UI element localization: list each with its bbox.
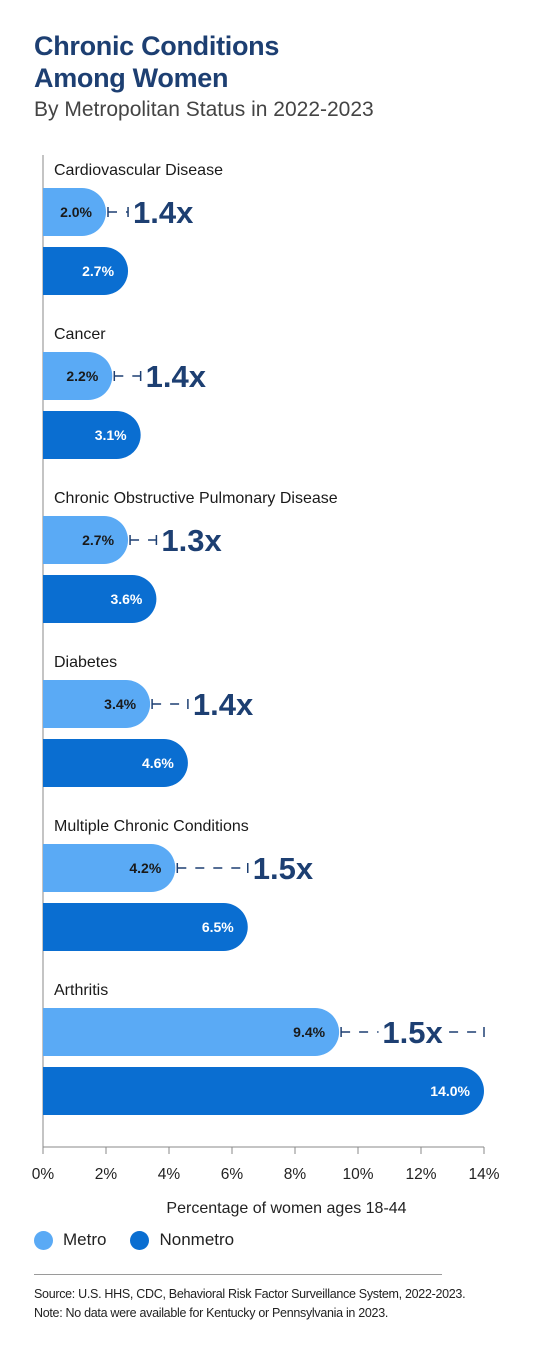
chart-subtitle: By Metropolitan Status in 2022-2023	[34, 98, 374, 121]
footnote-divider	[34, 1274, 442, 1275]
x-tick-label: 6%	[221, 1166, 244, 1183]
data-label-nonmetro: 3.1%	[95, 427, 127, 443]
bar-metro	[43, 516, 129, 564]
footnotes: Source: U.S. HHS, CDC, Behavioral Risk F…	[34, 1285, 466, 1323]
data-label-metro: 2.0%	[60, 204, 92, 220]
chart-title: Chronic Conditions Among Women	[34, 30, 279, 94]
category-label: Cardiovascular Disease	[54, 162, 223, 179]
category-label: Chronic Obstructive Pulmonary Disease	[54, 490, 338, 507]
bar-nonmetro	[43, 247, 129, 295]
bar-nonmetro	[43, 1067, 484, 1115]
source-note: Source: U.S. HHS, CDC, Behavioral Risk F…	[34, 1287, 466, 1301]
bar-metro	[43, 352, 113, 400]
x-tick-label: 4%	[158, 1166, 181, 1183]
legend-swatch-metro	[34, 1230, 53, 1250]
ratio-label: 1.5x	[253, 851, 314, 886]
bar-nonmetro	[43, 411, 141, 459]
x-tick-label: 8%	[284, 1166, 307, 1183]
bar-nonmetro	[43, 903, 248, 951]
x-tick-label: 10%	[342, 1166, 373, 1183]
data-label-nonmetro: 3.6%	[110, 591, 142, 607]
data-note: Note: No data were available for Kentuck…	[34, 1306, 389, 1320]
legend-label-nonmetro: Nonmetro	[159, 1230, 235, 1249]
data-label-nonmetro: 6.5%	[202, 919, 234, 935]
bar-metro	[43, 188, 106, 236]
category-label: Cancer	[54, 326, 106, 343]
data-label-metro: 4.2%	[129, 860, 161, 876]
legend: Metro Nonmetro	[34, 1230, 258, 1250]
category-label: Diabetes	[54, 654, 117, 671]
ratio-label: 1.5x	[382, 1015, 443, 1050]
ratio-label: 1.4x	[193, 687, 254, 722]
x-tick-label: 12%	[405, 1166, 436, 1183]
title-line-1: Chronic Conditions	[34, 31, 280, 61]
category-label: Multiple Chronic Conditions	[54, 818, 249, 835]
data-label-metro: 2.2%	[66, 368, 98, 384]
category-label: Arthritis	[54, 982, 108, 999]
data-label-nonmetro: 2.7%	[82, 263, 114, 279]
x-tick-label: 14%	[468, 1166, 499, 1183]
legend-label-metro: Metro	[63, 1230, 107, 1249]
ratio-label: 1.4x	[146, 359, 207, 394]
bar-metro	[43, 844, 176, 892]
bar-metro	[43, 680, 151, 728]
data-label-metro: 9.4%	[293, 1024, 325, 1040]
data-label-metro: 2.7%	[82, 532, 114, 548]
legend-swatch-nonmetro	[130, 1230, 150, 1250]
data-label-nonmetro: 4.6%	[142, 755, 174, 771]
ratio-label: 1.4x	[133, 195, 194, 230]
legend-item-nonmetro: Nonmetro	[130, 1230, 234, 1250]
data-label-metro: 3.4%	[104, 696, 136, 712]
ratio-label-backdrop	[378, 1016, 447, 1048]
x-tick-label: 0%	[32, 1166, 55, 1183]
legend-item-metro: Metro	[34, 1230, 106, 1250]
bar-chart: 0% 2% 4% 6% 8% 10% 12% 14% Percentage of women a…	[32, 155, 500, 1217]
ratio-label: 1.3x	[161, 523, 222, 558]
x-axis-label: Percentage of women ages 18-44	[166, 1200, 406, 1217]
x-tick-label: 2%	[95, 1166, 118, 1183]
bar-nonmetro	[43, 739, 188, 787]
bar-metro	[43, 1008, 340, 1056]
bar-nonmetro	[43, 575, 157, 623]
data-label-nonmetro: 14.0%	[430, 1083, 470, 1099]
title-line-2: Among Women	[34, 63, 229, 93]
